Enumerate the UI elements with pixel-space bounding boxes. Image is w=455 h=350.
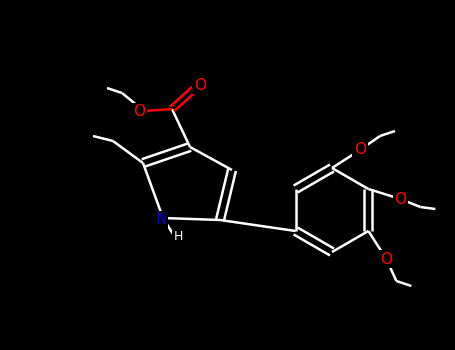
- Text: O: O: [194, 77, 206, 92]
- Text: O: O: [133, 105, 145, 119]
- Text: H: H: [173, 230, 183, 243]
- Text: O: O: [354, 142, 366, 158]
- Text: O: O: [394, 191, 406, 206]
- Text: O: O: [380, 252, 392, 266]
- Text: N: N: [155, 212, 167, 228]
